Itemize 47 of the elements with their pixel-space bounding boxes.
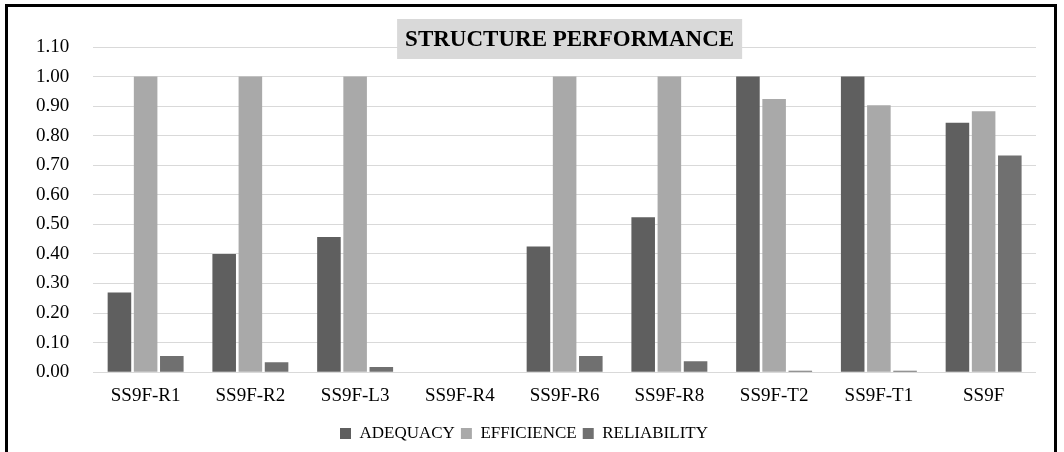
x-tick-label: SS9F-T1	[844, 383, 914, 405]
bar	[133, 76, 158, 372]
bar	[579, 355, 603, 372]
x-tick-label: SS9F-R2	[215, 383, 286, 405]
x-tick-label: SS9F-R4	[425, 383, 496, 405]
x-tick-label: SS9F-L3	[320, 383, 390, 405]
bar	[107, 292, 132, 372]
bar	[683, 361, 708, 372]
bar	[160, 355, 184, 372]
y-tick-label: 1.00	[36, 64, 70, 86]
y-tick-label: 0.20	[36, 301, 70, 323]
x-tick-label: SS9F-R1	[110, 383, 181, 405]
bar	[369, 366, 394, 372]
bar	[631, 217, 655, 372]
x-tick-label: SS9F	[963, 383, 1005, 405]
y-tick-label: 1.10	[36, 34, 70, 56]
bar	[317, 237, 341, 372]
bar	[238, 76, 263, 372]
bar	[840, 76, 865, 372]
bar	[998, 155, 1022, 372]
legend-label: RELIABILITY	[602, 422, 708, 442]
bar	[552, 76, 577, 372]
legend-label: EFFICIENCE	[480, 422, 577, 442]
x-tick-label: SS9F-R6	[529, 383, 600, 405]
bar	[264, 362, 289, 372]
chart-title: STRUCTURE PERFORMANCE	[405, 25, 735, 51]
bar	[762, 99, 786, 372]
bar	[867, 105, 891, 372]
bar	[212, 253, 236, 372]
bar	[945, 122, 970, 372]
y-tick-label: 0.30	[36, 271, 70, 293]
legend-label: ADEQUACY	[359, 422, 455, 442]
y-tick-label: 0.00	[36, 360, 70, 382]
bar	[343, 76, 367, 372]
y-tick-label: 0.50	[36, 212, 70, 234]
y-tick-label: 0.60	[36, 182, 70, 204]
bar	[971, 111, 996, 372]
y-tick-label: 0.90	[36, 94, 70, 116]
x-tick-label: SS9F-R8	[634, 383, 705, 405]
y-tick-label: 0.40	[36, 241, 70, 263]
y-tick-label: 0.10	[36, 330, 70, 352]
bar	[657, 76, 682, 372]
y-tick-label: 0.70	[36, 153, 70, 175]
x-tick-label: SS9F-T2	[739, 383, 809, 405]
bar	[736, 76, 760, 372]
y-tick-label: 0.80	[36, 123, 70, 145]
bar	[526, 246, 551, 372]
